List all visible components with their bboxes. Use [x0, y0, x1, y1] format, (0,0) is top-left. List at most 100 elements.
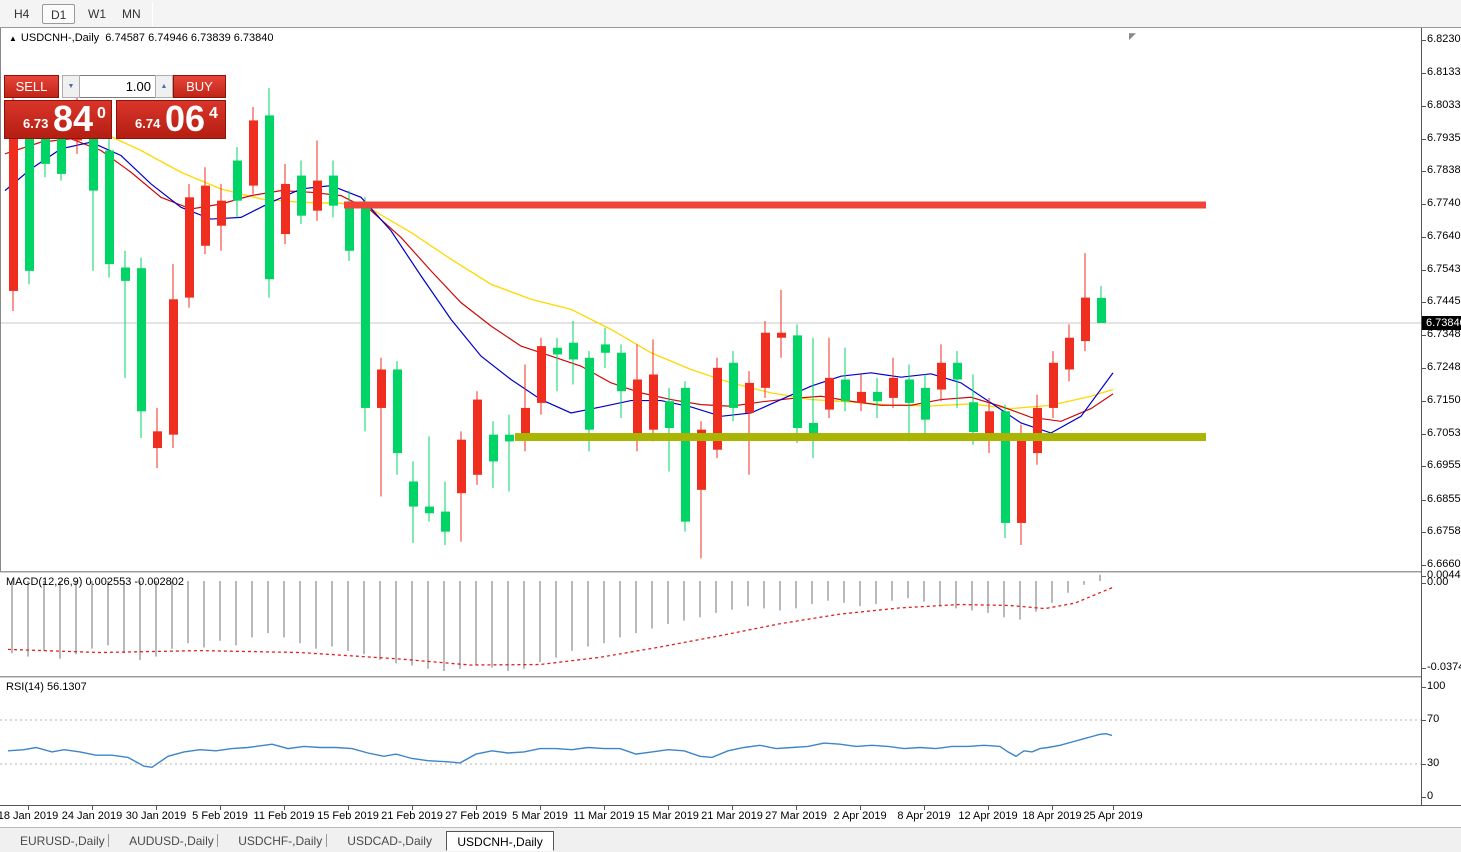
date-tick	[284, 806, 285, 810]
timeframe-tab-d1[interactable]: D1	[42, 4, 76, 24]
price-axis[interactable]: 6.82305 6.81330 6.80330 6.79355 6.78380 6.774…	[1421, 28, 1461, 805]
date-tick	[92, 806, 93, 810]
date-label: 8 Apr 2019	[897, 810, 951, 822]
date-tick	[796, 806, 797, 810]
price-tick-label: 6.78380	[1427, 164, 1461, 177]
axis-tick	[1422, 433, 1426, 435]
macd-axis-label: 0.004459	[1427, 569, 1461, 581]
axis-tick	[1422, 40, 1426, 41]
macd-label: MACD(12,26,9) 0.002553 -0.002802	[6, 576, 184, 588]
chart-tab-usdcad[interactable]: USDCAD-,Daily	[347, 834, 432, 848]
date-label: 27 Mar 2019	[765, 810, 827, 822]
date-label: 18 Apr 2019	[1022, 810, 1082, 822]
date-tick	[924, 806, 925, 810]
date-tick	[604, 806, 605, 810]
axis-tick	[1422, 583, 1426, 584]
volume-increase-button[interactable]: ▲	[155, 75, 173, 98]
date-label: 11 Feb 2019	[253, 810, 315, 822]
timeframe-tab-mn[interactable]: MN	[122, 7, 141, 21]
buy-button[interactable]: BUY	[173, 75, 226, 98]
main-chart-pane[interactable]: ▲ USDCNH-,Daily 6.74587 6.74946 6.73839 6…	[0, 28, 1422, 571]
date-label: 24 Jan 2019	[61, 810, 123, 822]
price-tick-label: 6.69555	[1427, 459, 1461, 472]
axis-tick	[1422, 764, 1426, 765]
price-tick-label: 6.71505	[1427, 394, 1461, 407]
macd-pane[interactable]: MACD(12,26,9) 0.002553 -0.002802	[0, 573, 1421, 676]
timeframe-tab-w1[interactable]: W1	[88, 7, 106, 21]
sell-price-point: 0	[97, 105, 106, 122]
tab-separator	[326, 834, 328, 847]
macd-axis-label: -0.037475	[1427, 661, 1461, 673]
macd-chart[interactable]	[0, 573, 1421, 676]
date-tick	[156, 806, 157, 810]
date-tick	[1052, 806, 1053, 810]
axis-tick	[1422, 106, 1426, 108]
timeframe-tab-h4[interactable]: H4	[14, 7, 30, 21]
axis-tick	[1422, 171, 1426, 173]
date-tick	[540, 806, 541, 810]
date-tick	[348, 806, 349, 810]
rsi-label: RSI(14) 56.1307	[6, 681, 87, 693]
date-axis[interactable]: 18 Jan 2019 24 Jan 2019 30 Jan 2019 5 Feb 2…	[0, 805, 1461, 827]
axis-tick	[1422, 237, 1426, 239]
price-tick-label: 6.82305	[1427, 33, 1461, 45]
tab-separator	[217, 834, 219, 847]
chart-tab-usdchf[interactable]: USDCHF-,Daily	[238, 834, 323, 848]
timeframe-toolbar: H4 D1 W1 MN	[0, 0, 1461, 28]
axis-tick	[1422, 532, 1426, 534]
axis-tick	[1422, 668, 1426, 669]
chart-symbol-label: USDCNH-,Daily	[20, 32, 100, 44]
axis-tick	[1422, 203, 1426, 205]
price-tick-label: 6.68555	[1427, 492, 1461, 505]
chart-tab-audusd[interactable]: AUDUSD-,Daily	[129, 834, 214, 848]
axis-tick	[1422, 687, 1426, 688]
price-tick-label: 6.79355	[1427, 131, 1461, 144]
volume-decrease-button[interactable]: ▼	[62, 75, 80, 98]
date-label: 12 Apr 2019	[958, 810, 1018, 822]
date-label: 15 Feb 2019	[317, 810, 379, 822]
toolbar-separator	[152, 2, 153, 26]
price-tick-label: 6.77405	[1427, 196, 1461, 209]
price-tick-label: 6.76405	[1427, 230, 1461, 243]
chart-tab-usdcnh[interactable]: USDCNH-,Daily	[446, 831, 554, 851]
rsi-axis-label: 70	[1427, 713, 1440, 725]
axis-tick	[1422, 368, 1426, 370]
date-label: 11 Mar 2019	[573, 810, 635, 822]
buy-price-display[interactable]: 6.74 06 4	[116, 100, 226, 139]
date-tick	[476, 806, 477, 810]
tab-separator	[108, 834, 110, 847]
buy-price-whole: 6.74	[135, 116, 161, 131]
chart-tab-bar: EURUSD-,Daily AUDUSD-,Daily USDCHF-,Daily U…	[0, 827, 1461, 852]
axis-tick	[1422, 72, 1426, 74]
date-label: 5 Mar 2019	[512, 810, 568, 822]
sell-button[interactable]: SELL	[4, 75, 59, 98]
date-tick	[668, 806, 669, 810]
rsi-axis-label: 100	[1427, 680, 1446, 692]
sell-price-pips: 84	[53, 98, 94, 139]
buy-price-pips: 06	[165, 98, 206, 139]
pane-divider[interactable]	[0, 571, 1461, 573]
date-label: 25 Apr 2019	[1083, 810, 1143, 822]
date-label: 30 Jan 2019	[125, 810, 187, 822]
rsi-pane[interactable]: RSI(14) 56.1307	[0, 678, 1421, 805]
chart-tab-eurusd[interactable]: EURUSD-,Daily	[20, 834, 105, 848]
rsi-axis-label: 0	[1427, 790, 1434, 802]
axis-tick	[1422, 720, 1426, 721]
date-tick	[1113, 806, 1114, 810]
price-tick-label: 6.72480	[1427, 361, 1461, 374]
price-tick-label: 6.66605	[1427, 557, 1461, 570]
chart-shift-marker-icon[interactable]: ◤	[1129, 31, 1136, 41]
axis-tick	[1422, 466, 1426, 468]
rsi-axis-label: 30	[1427, 757, 1440, 769]
current-price-badge: 6.73840	[1422, 316, 1461, 331]
axis-tick	[1422, 335, 1426, 337]
one-click-trade-panel: SELL ▼ ▲ BUY 6.73 84 0 6.74 06 4	[4, 75, 226, 139]
sell-price-display[interactable]: 6.73 84 0	[4, 100, 112, 139]
candlestick-chart[interactable]	[1, 28, 1422, 571]
axis-tick	[1422, 269, 1426, 271]
volume-input[interactable]	[80, 75, 157, 98]
pane-divider[interactable]	[0, 676, 1461, 678]
rsi-chart[interactable]	[0, 678, 1421, 805]
date-tick	[28, 806, 29, 810]
